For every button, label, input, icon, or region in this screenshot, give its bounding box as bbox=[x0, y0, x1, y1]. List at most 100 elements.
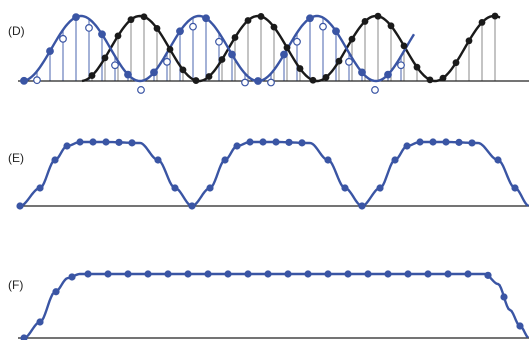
sample-point bbox=[104, 270, 112, 278]
blue-sample-point bbox=[59, 34, 67, 43]
black-sample-point bbox=[192, 77, 200, 84]
sample-point bbox=[164, 270, 172, 278]
sample-point bbox=[364, 270, 372, 278]
sample-point bbox=[76, 138, 84, 146]
black-sample-point bbox=[179, 66, 187, 74]
blue-sample-point bbox=[215, 37, 223, 46]
sample-point bbox=[298, 139, 306, 147]
black-sample-point bbox=[413, 63, 421, 71]
sample-point bbox=[324, 270, 332, 278]
black-sample-point bbox=[88, 72, 96, 79]
sample-point bbox=[424, 270, 432, 278]
sample-point bbox=[464, 270, 472, 278]
black-sample-point bbox=[348, 35, 356, 43]
blue-sample-point bbox=[111, 61, 119, 70]
sample-point bbox=[63, 142, 71, 150]
black-sample-point bbox=[127, 16, 135, 24]
black-sample-point bbox=[465, 37, 473, 45]
blue-sample-point bbox=[176, 27, 184, 36]
blue-sample-point bbox=[306, 14, 314, 23]
panel-f-samples bbox=[20, 270, 524, 340]
panel-f: (F) bbox=[8, 270, 529, 340]
panel-d-label: (D) bbox=[8, 24, 25, 38]
black-sample-point bbox=[257, 13, 265, 20]
panel-d: (D) bbox=[8, 12, 529, 94]
blue-sample-point bbox=[345, 57, 353, 66]
blue-sample-point bbox=[189, 22, 197, 31]
sample-point bbox=[429, 138, 437, 146]
sample-point bbox=[184, 270, 192, 278]
sample-point bbox=[84, 270, 92, 278]
sample-point bbox=[188, 202, 196, 210]
sample-point bbox=[244, 270, 252, 278]
blue-sample-point bbox=[228, 50, 236, 59]
sample-point bbox=[442, 138, 450, 146]
sample-point bbox=[52, 288, 60, 296]
sample-point bbox=[224, 270, 232, 278]
black-sample-point bbox=[426, 76, 434, 84]
blue-sample-point bbox=[85, 24, 93, 32]
black-sample-point bbox=[335, 57, 343, 65]
panel-e-curve bbox=[19, 140, 529, 208]
sample-point bbox=[404, 270, 412, 278]
sample-point bbox=[68, 273, 76, 281]
blue-sample-point bbox=[280, 50, 288, 59]
sample-point bbox=[144, 270, 152, 278]
blue-sample-point bbox=[241, 78, 249, 87]
sample-point bbox=[102, 138, 110, 146]
sample-point bbox=[403, 142, 411, 150]
panel-f-label: (F) bbox=[8, 278, 23, 292]
sample-point bbox=[36, 184, 44, 192]
black-sample-point bbox=[283, 44, 291, 52]
blue-sample-point bbox=[293, 37, 301, 46]
black-sample-point bbox=[374, 12, 382, 20]
panel-e: (E) bbox=[8, 138, 529, 210]
blue-sample-point bbox=[202, 14, 210, 23]
black-sample-point bbox=[231, 34, 239, 41]
blue-sample-point bbox=[20, 76, 28, 85]
sample-point bbox=[51, 156, 59, 164]
sample-point bbox=[154, 156, 162, 164]
sample-point bbox=[89, 138, 97, 146]
black-sample-point bbox=[361, 18, 369, 25]
blue-sample-point bbox=[397, 61, 405, 70]
sample-point bbox=[233, 142, 241, 150]
black-sample-point bbox=[400, 42, 408, 50]
sample-point bbox=[171, 184, 179, 192]
black-sample-point bbox=[140, 13, 148, 21]
sample-point bbox=[500, 293, 508, 301]
blue-sample-point bbox=[163, 57, 171, 66]
black-sample-point bbox=[166, 45, 174, 53]
black-sample-point bbox=[270, 23, 278, 31]
sample-point bbox=[20, 334, 28, 340]
sample-point bbox=[391, 156, 399, 164]
panel-d-blue-curve bbox=[21, 14, 416, 83]
black-sample-point bbox=[296, 65, 304, 72]
sample-point bbox=[285, 138, 293, 146]
blue-sample-point bbox=[319, 22, 327, 31]
sample-point bbox=[304, 270, 312, 278]
sample-point bbox=[221, 156, 229, 164]
black-sample-point bbox=[244, 17, 252, 24]
sample-point bbox=[284, 270, 292, 278]
sample-point bbox=[204, 270, 212, 278]
sample-point bbox=[128, 139, 136, 147]
sample-point bbox=[455, 138, 463, 146]
black-sample-point bbox=[309, 76, 317, 84]
sample-point bbox=[376, 184, 384, 192]
blue-sample-point bbox=[150, 68, 158, 77]
black-sample-point bbox=[218, 56, 226, 63]
sample-point bbox=[341, 184, 349, 192]
sample-point bbox=[344, 270, 352, 278]
sample-point bbox=[246, 138, 254, 146]
sample-point bbox=[468, 139, 476, 147]
sample-point bbox=[484, 271, 492, 279]
panel-e-samples bbox=[16, 138, 519, 210]
panel-d-black-curve bbox=[81, 14, 501, 83]
blue-sample-point bbox=[72, 13, 80, 22]
sample-point bbox=[124, 270, 132, 278]
black-sample-point bbox=[153, 25, 161, 32]
black-sample-point bbox=[205, 73, 213, 80]
blue-sample-point bbox=[332, 27, 340, 36]
